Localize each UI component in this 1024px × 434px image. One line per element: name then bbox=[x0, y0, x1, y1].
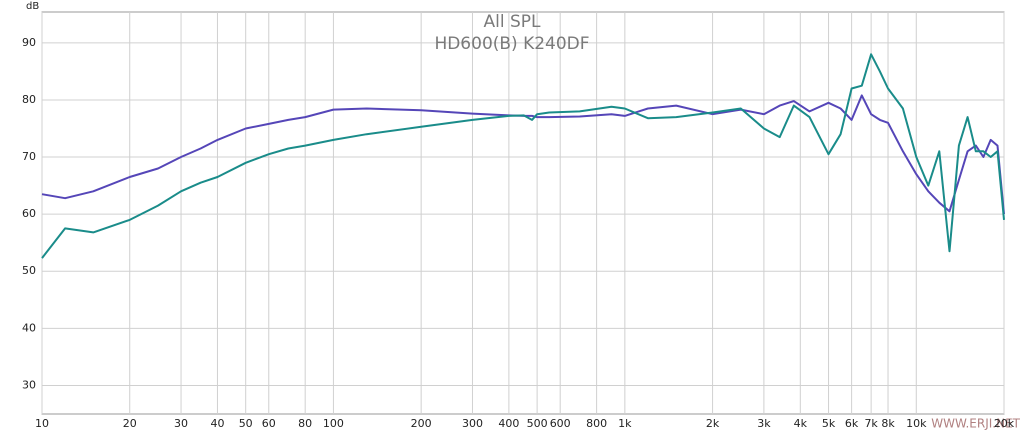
y-tick-label: 40 bbox=[22, 321, 36, 334]
x-tick-label: 20k bbox=[994, 417, 1015, 430]
x-tick-label: 600 bbox=[550, 417, 571, 430]
x-tick-label: 200 bbox=[411, 417, 432, 430]
x-tick-label: 500 bbox=[527, 417, 548, 430]
plot-frame bbox=[41, 11, 1005, 415]
y-tick-label: 30 bbox=[22, 378, 36, 391]
x-tick-label: 3k bbox=[757, 417, 771, 430]
series-line bbox=[41, 53, 1005, 259]
x-tick-label: 10 bbox=[35, 417, 49, 430]
x-tick-label: 50 bbox=[239, 417, 253, 430]
x-tick-label: 10k bbox=[906, 417, 927, 430]
x-tick-label: 400 bbox=[498, 417, 519, 430]
chart-subtitle: HD600(B) K240DF bbox=[434, 34, 589, 54]
y-tick-label: 60 bbox=[22, 207, 36, 220]
y-axis-label: dB bbox=[26, 1, 39, 12]
y-tick-label: 90 bbox=[22, 36, 36, 49]
y-tick-label: 50 bbox=[22, 264, 36, 277]
x-tick-label: 6k bbox=[845, 417, 859, 430]
x-tick-label: 100 bbox=[323, 417, 344, 430]
x-tick-label: 7k bbox=[864, 417, 878, 430]
x-tick-label: 60 bbox=[262, 417, 276, 430]
x-tick-label: 800 bbox=[586, 417, 607, 430]
x-tick-label: 300 bbox=[462, 417, 483, 430]
chart-title: All SPL bbox=[484, 12, 542, 32]
x-tick-label: 30 bbox=[174, 417, 188, 430]
x-tick-label: 4k bbox=[794, 417, 808, 430]
x-tick-label: 20 bbox=[123, 417, 137, 430]
x-tick-label: 5k bbox=[822, 417, 836, 430]
x-tick-label: 80 bbox=[298, 417, 312, 430]
x-tick-label: 40 bbox=[210, 417, 224, 430]
series-line bbox=[41, 94, 1005, 215]
x-tick-label: 2k bbox=[706, 417, 720, 430]
watermark: WWW.ERJI.NET bbox=[931, 417, 1020, 431]
y-tick-label: 70 bbox=[22, 150, 36, 163]
x-tick-label: 8k bbox=[881, 417, 895, 430]
x-tick-label: 1k bbox=[618, 417, 632, 430]
y-tick-label: 80 bbox=[22, 93, 36, 106]
